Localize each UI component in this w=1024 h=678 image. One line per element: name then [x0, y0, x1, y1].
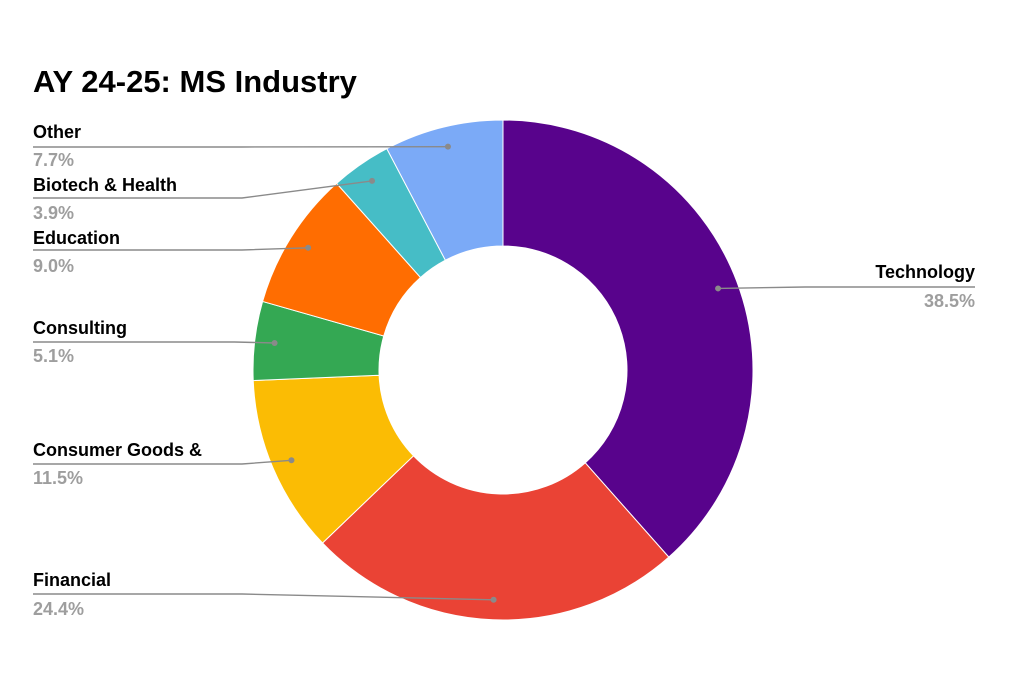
slice-value-other: 7.7%: [33, 150, 74, 170]
slice-value-technology: 38.5%: [924, 291, 975, 311]
slices-group: [252, 119, 754, 621]
slice-other: [386, 119, 504, 261]
slice-label-consumer-goods-and: Consumer Goods &: [33, 440, 202, 460]
slice-value-biotech-and-health: 3.9%: [33, 203, 74, 223]
leader-line-education: [33, 247, 309, 251]
leader-dot-consulting: [271, 339, 278, 346]
leader-line-biotech-and-health: [33, 180, 373, 199]
leader-dot-other: [444, 143, 451, 150]
leader-dot-financial: [490, 596, 497, 603]
leader-line-financial: [33, 593, 494, 601]
slice-label-consulting: Consulting: [33, 318, 127, 338]
slice-value-education: 9.0%: [33, 256, 74, 276]
slice-label-technology: Technology: [875, 262, 975, 282]
slice-label-other: Other: [33, 122, 81, 142]
leader-dot-biotech-and-health: [369, 177, 376, 184]
slice-value-consumer-goods-and: 11.5%: [33, 468, 83, 488]
labels-group: Technology 38.5% Financial 24.4% Consumer Go…: [33, 122, 975, 619]
leader-dot-education: [305, 244, 312, 251]
slice-label-financial: Financial: [33, 570, 111, 590]
chart-title: AY 24-25: MS Industry: [33, 64, 358, 99]
slice-financial: [321, 455, 670, 621]
leader-dot-technology: [715, 285, 722, 292]
slice-value-financial: 24.4%: [33, 599, 84, 619]
slice-label-biotech-and-health: Biotech & Health: [33, 175, 177, 195]
leader-line-consulting: [33, 341, 275, 344]
slice-technology: [502, 119, 754, 558]
leader-line-consumer-goods-and: [33, 459, 292, 465]
leader-line-technology: [718, 286, 975, 290]
slice-value-consulting: 5.1%: [33, 346, 74, 366]
leader-dot-consumer-goods-and: [288, 457, 295, 464]
slice-label-education: Education: [33, 228, 120, 248]
